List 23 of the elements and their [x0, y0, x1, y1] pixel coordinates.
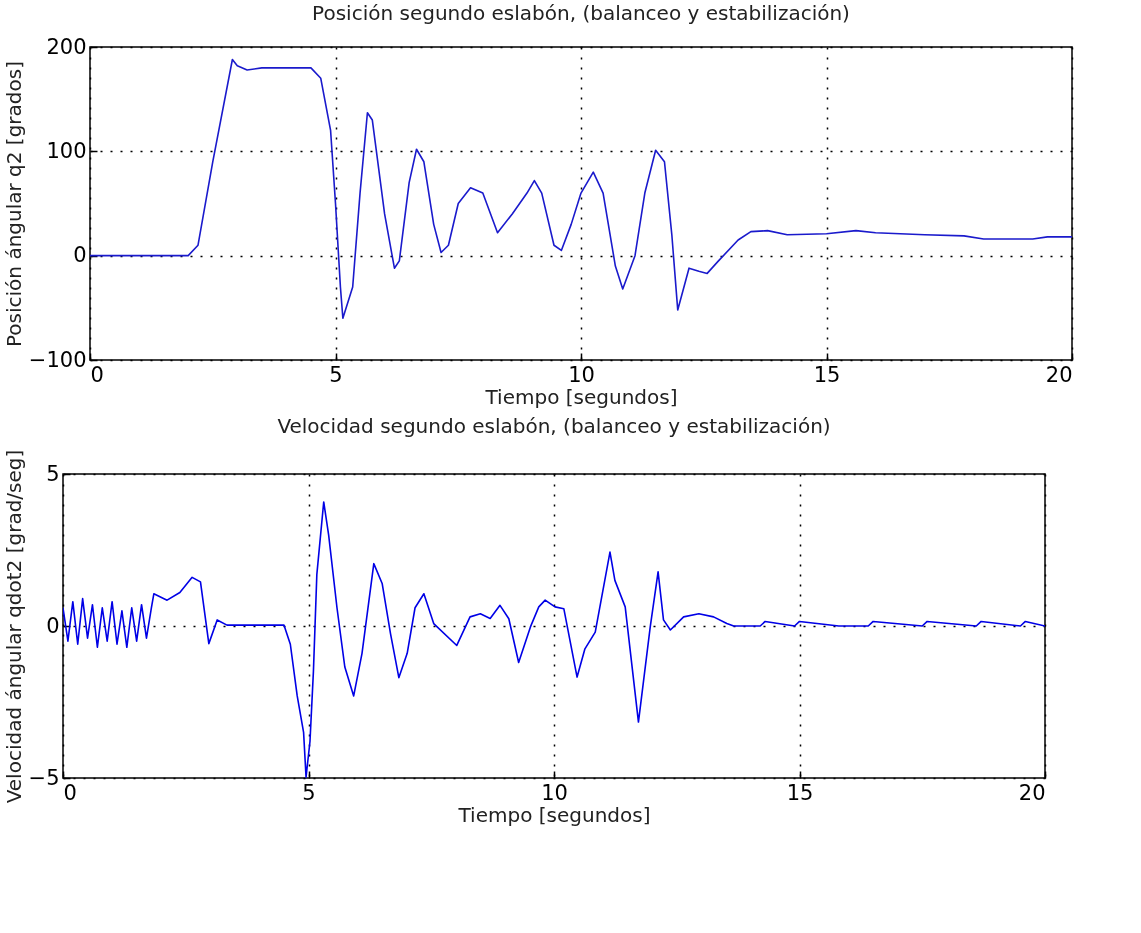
x-tick-label: 5	[329, 362, 343, 387]
x-tick-label: 0	[90, 362, 104, 387]
x-tick-label: 10	[568, 362, 595, 387]
y-axis-title: Velocidad ángular qdot2 [grad/seg]	[1, 449, 26, 804]
line-series	[90, 58, 1072, 320]
y-tick-label: 0	[46, 613, 60, 638]
x-axis-title: Tiempo [segundos]	[484, 384, 678, 409]
x-tick-label: 15	[786, 780, 814, 805]
x-axis-title: Tiempo [segundos]	[457, 802, 651, 827]
x-tick-label: 10	[541, 780, 568, 805]
y-tick-label: 0	[73, 243, 87, 268]
y-tick-label: −100	[28, 347, 87, 372]
x-tick-label: 20	[1018, 780, 1046, 805]
x-tick-label: 20	[1045, 362, 1073, 387]
y-tick-label: 200	[46, 34, 87, 59]
chart-title: Posición segundo eslabón, (balanceo y estabilización)	[312, 1, 850, 25]
y-tick-label: 100	[46, 138, 87, 163]
y-tick-label: 5	[46, 461, 60, 486]
x-tick-label: 15	[813, 362, 841, 387]
y-tick-label: −5	[28, 765, 60, 790]
x-tick-label: 5	[302, 780, 316, 805]
chart-title: Velocidad segundo eslabón, (balanceo y estabilización)	[277, 414, 831, 439]
y-axis-title: Posición ángular q2 [grados]	[1, 61, 26, 347]
